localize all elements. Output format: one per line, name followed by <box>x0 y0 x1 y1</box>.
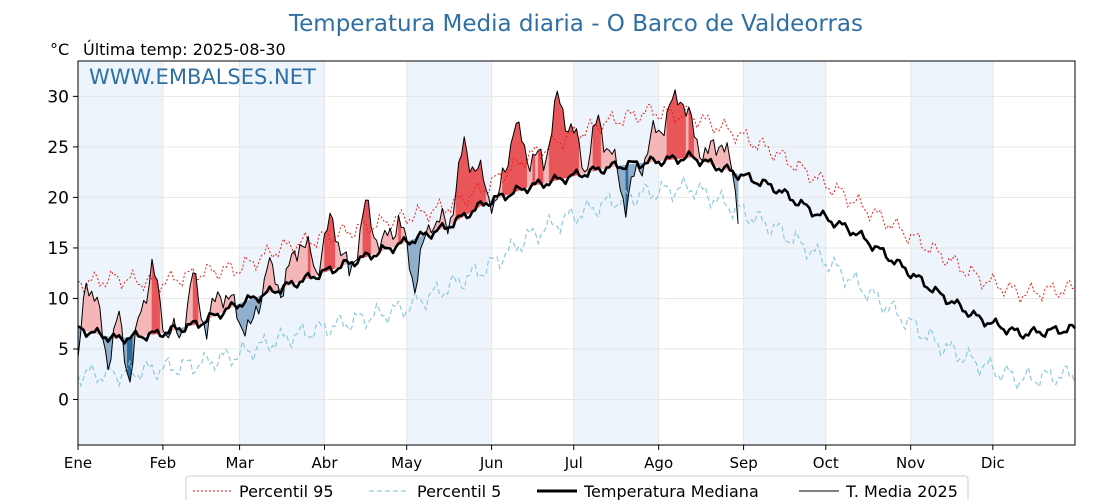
above-median-fill <box>143 299 147 336</box>
above-median-fill <box>324 228 328 273</box>
above-median-fill <box>559 103 564 180</box>
x-tick-label: Ago <box>644 454 673 472</box>
y-axis-ticks: 0 5 10 15 20 25 30 <box>47 87 78 411</box>
above-median-fill <box>592 124 596 172</box>
above-median-fill <box>557 91 561 181</box>
series-line-median <box>77 150 1076 345</box>
watermark-text: WWW.EMBALSES.NET <box>89 65 316 89</box>
month-bands <box>78 61 993 445</box>
month-band <box>406 61 492 445</box>
above-median-fill <box>335 240 339 269</box>
legend-box <box>185 475 969 500</box>
month-band <box>239 61 325 445</box>
legend: Percentil 95 Percentil 5 Temperatura Med… <box>185 475 969 500</box>
x-tick-label: Mar <box>225 454 254 472</box>
x-tick-label: Oct <box>813 454 839 472</box>
series-lines <box>77 89 1076 392</box>
above-median-fill <box>554 91 558 181</box>
above-median-fill <box>655 129 659 162</box>
above-median-fill <box>606 148 610 169</box>
x-tick-label: Dic <box>981 454 1005 472</box>
x-tick-label: Jul <box>564 454 583 472</box>
above-median-fill <box>458 155 462 220</box>
above-median-fill <box>661 132 665 161</box>
x-tick-label: Feb <box>150 454 177 472</box>
month-band <box>573 61 659 445</box>
series-line-p5 <box>77 174 1076 392</box>
above-median-fill <box>658 129 662 162</box>
y-unit-label: °C <box>50 40 69 59</box>
y-tick-label: 20 <box>47 188 69 208</box>
above-median-fill <box>669 99 673 160</box>
month-band <box>743 61 826 445</box>
last-temp-label: Última temp: 2025-08-30 <box>83 40 286 59</box>
x-tick-label: Abr <box>312 454 339 472</box>
y-tick-label: 15 <box>47 239 69 259</box>
plot-frame <box>77 60 1076 446</box>
series-line-2025 <box>77 89 739 383</box>
month-band <box>78 61 163 445</box>
above-median-fill <box>469 166 473 214</box>
legend-label-p95: Percentil 95 <box>239 482 334 500</box>
above-median-fill <box>88 290 92 333</box>
legend-label-median: Temperatura Mediana <box>583 482 759 500</box>
y-tick-label: 10 <box>47 289 69 309</box>
above-median-fill <box>677 101 681 159</box>
above-median-fill <box>565 130 569 179</box>
chart-title: Temperatura Media diaria - O Barco de Va… <box>288 11 863 37</box>
above-median-fill <box>532 153 536 187</box>
above-median-fill <box>680 101 684 159</box>
above-median-fill <box>515 121 520 192</box>
x-tick-label: Jun <box>479 454 503 472</box>
y-tick-label: 25 <box>47 138 69 158</box>
x-axis-ticks: Ene Feb Mar Abr May Jun Jul Ago Sep Oct Nov Dic <box>64 445 1005 472</box>
legend-label-current: T. Media 2025 <box>845 482 958 500</box>
x-tick-label: Ene <box>64 454 92 472</box>
month-band <box>910 61 993 445</box>
legend-label-p5: Percentil 5 <box>417 482 501 500</box>
above-median-fill <box>718 144 722 169</box>
above-median-fill <box>672 89 676 160</box>
x-tick-label: Sep <box>729 454 757 472</box>
x-tick-label: May <box>391 454 422 472</box>
below-median-fill <box>631 163 635 178</box>
above-median-fill <box>192 272 197 326</box>
y-tick-label: 0 <box>58 391 69 411</box>
above-median-fill <box>291 250 295 285</box>
y-tick-label: 30 <box>47 87 69 107</box>
y-tick-label: 5 <box>58 340 69 360</box>
x-tick-label: Nov <box>896 454 925 472</box>
above-median-fill <box>299 244 303 282</box>
above-median-fill <box>472 165 476 212</box>
